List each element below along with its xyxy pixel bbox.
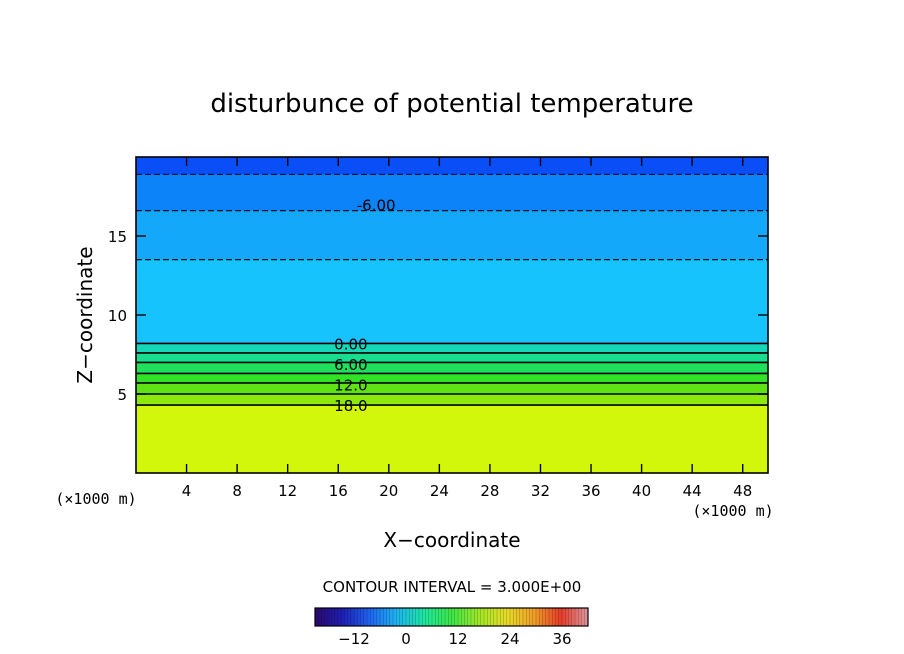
contour-interval-text: CONTOUR INTERVAL = 3.000E+00 <box>323 578 582 596</box>
plot-area: -6.00 0.00 6.00 12.0 18.0 <box>135 156 769 474</box>
color-band-8 <box>136 382 768 395</box>
x-axis-ticks: 4 8 12 16 20 24 28 32 36 40 44 48 <box>182 157 752 500</box>
colorbar-tick-label-0: −12 <box>338 630 370 648</box>
contour-lines <box>136 173 768 406</box>
colorbar-gradient <box>315 608 588 626</box>
colorbar-tick-label-1: 0 <box>401 630 411 648</box>
contour-label-0: -6.00 <box>357 196 396 214</box>
x-unit-label-left: (×1000 m) <box>55 490 136 508</box>
color-band-0 <box>136 157 768 175</box>
x-tick-label-11: 48 <box>733 482 752 500</box>
color-band-9 <box>136 394 768 406</box>
contour-label-2: 6.00 <box>334 356 367 374</box>
x-tick-label-3: 16 <box>329 482 348 500</box>
y-axis-label: Z−coordinate <box>73 246 97 383</box>
color-band-2 <box>136 210 768 261</box>
x-tick-label-10: 44 <box>683 482 702 500</box>
colorbar-frame <box>314 607 589 627</box>
colorbar-tick-label-4: 36 <box>552 630 571 648</box>
colorbar-tick-label-3: 24 <box>500 630 519 648</box>
colorbar <box>314 607 589 627</box>
x-tick-label-5: 24 <box>430 482 449 500</box>
x-tick-label-2: 12 <box>278 482 297 500</box>
color-band-6 <box>136 362 768 374</box>
color-band-5 <box>136 352 768 363</box>
color-band-3 <box>136 259 768 344</box>
x-tick-label-8: 36 <box>581 482 600 500</box>
contour-label-4: 18.0 <box>334 397 367 415</box>
colorbar-tick-labels: −12 0 12 24 36 <box>338 630 571 648</box>
y-tick-label-1: 10 <box>108 307 127 325</box>
x-unit-label-right: (×1000 m) <box>692 502 773 520</box>
color-band-10 <box>136 405 768 474</box>
contour-label-1: 0.00 <box>334 335 367 353</box>
contour-label-3: 12.0 <box>334 377 367 395</box>
x-tick-label-7: 32 <box>531 482 550 500</box>
x-axis-label: X−coordinate <box>383 528 520 552</box>
x-tick-label-4: 20 <box>379 482 398 500</box>
y-axis-ticks: 5 10 15 <box>108 228 768 404</box>
chart-title: disturbunce of potential temperature <box>210 89 693 119</box>
x-tick-label-0: 4 <box>182 482 192 500</box>
color-bands <box>136 157 768 474</box>
color-band-4 <box>136 343 768 354</box>
color-band-1 <box>136 174 768 212</box>
colorbar-tick-label-2: 12 <box>448 630 467 648</box>
x-tick-label-9: 40 <box>632 482 651 500</box>
x-tick-label-6: 28 <box>480 482 499 500</box>
x-tick-label-1: 8 <box>232 482 242 500</box>
color-band-7 <box>136 373 768 384</box>
y-tick-label-0: 5 <box>117 386 127 404</box>
y-tick-label-2: 15 <box>108 228 127 246</box>
contour-labels: -6.00 0.00 6.00 12.0 18.0 <box>334 196 396 415</box>
